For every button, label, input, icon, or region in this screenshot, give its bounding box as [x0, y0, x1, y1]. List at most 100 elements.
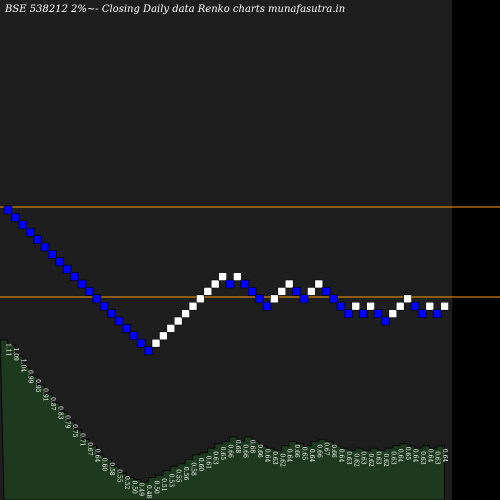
volume-label: 0.63: [345, 451, 352, 465]
renko-brick-up: [351, 301, 361, 311]
renko-brick-down: [40, 242, 50, 252]
renko-brick-down: [136, 338, 146, 348]
renko-brick-down: [321, 287, 331, 296]
volume-label: 0.62: [367, 453, 374, 467]
volume-label: 1.04: [19, 359, 26, 373]
volume-label: 0.64: [441, 449, 448, 463]
renko-brick-up: [233, 272, 242, 281]
volume-label: 0.66: [293, 444, 300, 458]
volume-label: 0.64: [338, 449, 345, 463]
renko-brick-down: [144, 346, 153, 355]
renko-brick-down: [262, 301, 272, 311]
renko-brick-down: [410, 301, 420, 311]
volume-label: 0.64: [412, 449, 419, 463]
volume-label: 0.63: [389, 451, 396, 465]
volume-label: 0.52: [123, 476, 130, 490]
volume-label: 0.95: [34, 379, 41, 393]
volume-label: 0.55: [116, 469, 123, 483]
renko-brick-down: [33, 235, 42, 244]
renko-brick-down: [247, 287, 257, 296]
volume-label: 0.62: [278, 453, 285, 467]
volume-label: 1.09: [12, 348, 19, 362]
renko-bricks: [3, 205, 449, 355]
volume-label: 0.62: [382, 453, 389, 467]
renko-brick-down: [3, 205, 13, 215]
volume-label: 0.99: [27, 370, 34, 384]
volume-label: 0.66: [227, 444, 234, 458]
volume-label: 0.83: [56, 406, 63, 420]
chart-title: BSE 538212 2%~- Closing Daily data Renko…: [4, 4, 345, 15]
renko-brick-up: [203, 287, 213, 296]
volume-label: 0.49: [138, 483, 145, 497]
volume-label: 0.50: [153, 481, 160, 495]
volume-label: 0.71: [79, 433, 86, 446]
volume-label: 0.66: [241, 444, 248, 458]
renko-brick-up: [270, 294, 279, 304]
volume-label: 0.64: [286, 449, 293, 463]
volume-label: 0.68: [234, 440, 241, 454]
renko-brick-down: [432, 309, 442, 318]
volume-label: 0.63: [271, 451, 278, 465]
renko-brick-down: [373, 309, 383, 318]
volume-label: 0.56: [182, 467, 189, 481]
renko-brick-down: [11, 213, 20, 222]
renko-brick-down: [92, 294, 102, 304]
renko-brick-up: [159, 331, 168, 341]
renko-brick-down: [299, 294, 309, 304]
renko-brick-down: [336, 301, 346, 311]
renko-brick-down: [70, 272, 79, 281]
volume-label: 0.55: [175, 469, 182, 483]
renko-brick-down: [77, 279, 87, 289]
renko-brick-down: [129, 331, 139, 341]
renko-brick-down: [107, 309, 116, 318]
volume-label: 0.63: [419, 451, 426, 465]
renko-brick-up: [388, 309, 398, 318]
renko-brick-up: [210, 279, 220, 289]
volume-label: 0.64: [397, 449, 404, 463]
renko-brick-up: [395, 301, 405, 311]
renko-brick-up: [218, 272, 227, 281]
renko-brick-down: [25, 227, 35, 237]
renko-brick-up: [181, 309, 190, 318]
volume-label: 0.60: [197, 458, 204, 472]
renko-brick-down: [418, 309, 427, 318]
renko-brick-down: [255, 294, 264, 304]
renko-brick-up: [284, 279, 294, 289]
volume-label: 0.63: [212, 451, 219, 465]
renko-brick-up: [425, 301, 435, 311]
volume-label: 0.63: [360, 451, 367, 465]
renko-brick-down: [225, 279, 235, 289]
renko-brick-up: [166, 324, 176, 333]
volume-label: 0.53: [167, 474, 174, 488]
volume-label: 0.65: [404, 447, 411, 461]
renko-brick-up: [196, 294, 205, 304]
renko-brick-down: [240, 279, 250, 289]
volume-label: 0.48: [145, 485, 152, 499]
reference-lines: [0, 206, 500, 298]
volume-label: 0.67: [86, 442, 93, 456]
renko-brick-up: [173, 316, 183, 326]
volume-area: [0, 339, 445, 500]
volume-label: 1.11: [5, 343, 12, 356]
renko-brick-up: [151, 338, 161, 348]
renko-brick-down: [329, 294, 338, 304]
volume-label: 0.64: [93, 449, 100, 463]
renko-brick-down: [55, 257, 65, 267]
volume-label: 0.61: [204, 456, 211, 469]
renko-brick-down: [48, 250, 57, 259]
volume-label: 0.87: [49, 397, 56, 411]
volume-label: 0.79: [64, 415, 71, 429]
renko-brick-up: [277, 287, 287, 296]
volume-label: 0.65: [219, 447, 226, 461]
volume-label: 0.51: [160, 478, 167, 491]
renko-brick-down: [381, 316, 390, 326]
volume-label: 0.63: [375, 451, 382, 465]
renko-brick-up: [366, 301, 375, 311]
renko-brick-down: [62, 264, 72, 274]
volume-label: 0.66: [315, 444, 322, 458]
volume-label: 0.68: [249, 440, 256, 454]
volume-area-path: [0, 339, 445, 500]
volume-label: 0.50: [130, 481, 137, 495]
